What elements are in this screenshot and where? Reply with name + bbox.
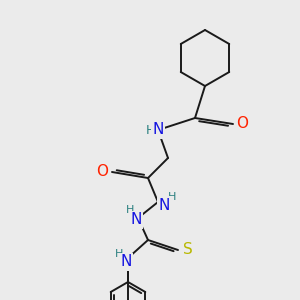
Text: H: H xyxy=(145,124,155,136)
Text: N: N xyxy=(130,212,142,227)
Text: N: N xyxy=(120,254,132,269)
Text: O: O xyxy=(96,164,108,179)
Text: H: H xyxy=(168,192,176,202)
Text: N: N xyxy=(158,197,170,212)
Text: N: N xyxy=(152,122,164,137)
Text: O: O xyxy=(236,116,248,131)
Text: H: H xyxy=(115,249,123,259)
Text: S: S xyxy=(183,242,193,257)
Text: H: H xyxy=(126,205,134,215)
